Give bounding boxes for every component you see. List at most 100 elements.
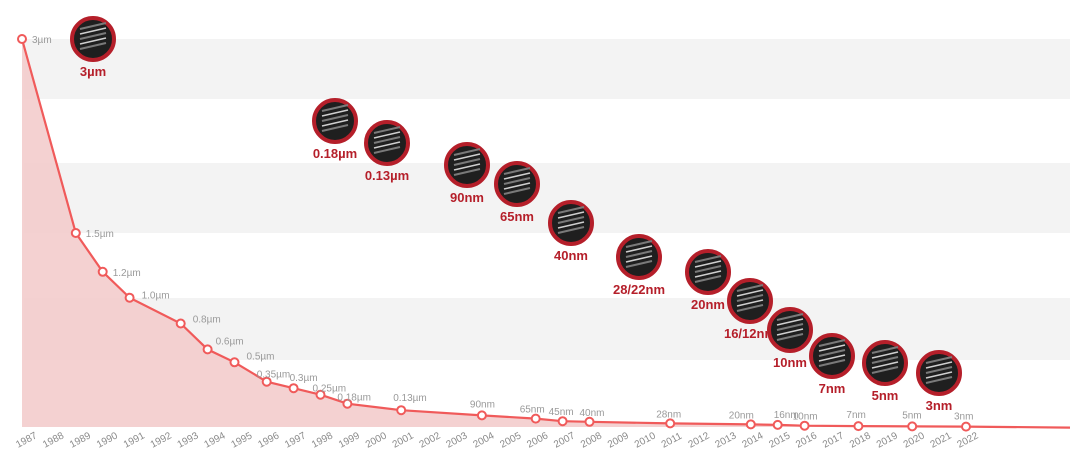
data-point-marker <box>175 318 186 329</box>
data-point-label: 90nm <box>470 399 495 410</box>
process-node-image: 16/12nm <box>724 278 776 341</box>
node-label: 10nm <box>773 355 807 370</box>
year-tick-label: 1997 <box>283 430 308 450</box>
year-tick-label: 1989 <box>68 430 93 450</box>
data-point-marker <box>70 228 81 238</box>
node-image-texture <box>776 333 804 341</box>
grid-band <box>24 39 1070 99</box>
data-point-marker <box>584 416 595 427</box>
year-tick-label: 2009 <box>606 430 631 450</box>
node-label: 40nm <box>554 248 588 263</box>
process-node-image: 0.18µm <box>312 98 358 161</box>
data-point-label: 0.6µm <box>216 336 244 347</box>
node-image-frame <box>767 307 813 353</box>
node-image-texture <box>736 289 764 297</box>
node-image-frame <box>916 350 962 396</box>
data-point-marker <box>124 292 135 303</box>
year-tick-label: 1988 <box>41 430 66 450</box>
data-point-marker <box>342 398 353 409</box>
data-point-marker <box>315 389 326 400</box>
data-point-label: 0.13µm <box>393 393 427 404</box>
data-point-marker <box>261 376 272 387</box>
data-point-marker <box>907 421 918 432</box>
series-line <box>20 38 1071 429</box>
year-tick-label: 1996 <box>256 430 281 450</box>
node-image-texture <box>373 126 401 134</box>
data-point-label: 65nm <box>520 405 545 416</box>
node-image-texture <box>694 255 722 263</box>
node-image-frame <box>548 200 594 246</box>
node-image-texture <box>79 37 107 45</box>
data-point-marker <box>853 421 864 432</box>
data-point-label: 1.5µm <box>86 229 114 240</box>
node-image-frame <box>494 161 540 207</box>
process-node-image: 5nm <box>862 340 908 403</box>
year-tick-label: 2008 <box>579 430 604 450</box>
node-image-texture <box>871 361 899 369</box>
node-label: 5nm <box>872 388 899 403</box>
data-point-marker <box>288 383 299 394</box>
year-tick-label: 1999 <box>337 430 362 450</box>
node-image-texture <box>557 216 585 224</box>
year-tick-label: 2018 <box>848 430 873 450</box>
process-node-image: 28/22nm <box>613 234 665 297</box>
node-image-texture <box>694 270 722 278</box>
data-point-label: 0.25µm <box>313 384 347 395</box>
node-image-texture <box>373 146 401 154</box>
node-label: 0.18µm <box>313 146 357 161</box>
process-node-image: 7nm <box>809 333 855 396</box>
data-point-marker <box>745 419 756 430</box>
data-point-marker <box>396 405 407 416</box>
grid-bands <box>24 39 1070 360</box>
year-tick-label: 2003 <box>445 430 470 450</box>
data-point-marker <box>97 266 108 277</box>
node-image-texture <box>557 206 585 214</box>
node-image-frame <box>70 16 116 62</box>
node-image-texture <box>818 349 846 357</box>
node-image-frame <box>616 234 662 280</box>
node-image-texture <box>321 114 349 122</box>
year-tick-label: 2012 <box>687 430 712 450</box>
node-image-texture <box>453 168 481 176</box>
node-image-texture <box>79 42 107 50</box>
node-label: 90nm <box>450 190 484 205</box>
node-image-texture <box>736 294 764 302</box>
data-point-label: 0.35µm <box>257 370 291 381</box>
data-point-label: 40nm <box>580 408 605 419</box>
process-node-image: 90nm <box>444 142 490 205</box>
data-point-marker <box>202 344 213 355</box>
year-tick-label: 2017 <box>821 430 846 450</box>
data-point-label: 16nm <box>774 410 799 421</box>
node-image-texture <box>776 318 804 326</box>
node-image-texture <box>925 376 953 384</box>
year-tick-label: 2004 <box>471 430 496 450</box>
node-image-texture <box>321 104 349 112</box>
year-tick-label: 2001 <box>391 430 416 450</box>
node-label: 0.13µm <box>365 168 409 183</box>
data-point-marker <box>557 416 568 427</box>
year-tick-label: 2020 <box>902 430 927 450</box>
node-image-frame <box>862 340 908 386</box>
node-image-texture <box>736 284 764 292</box>
process-node-image: 10nm <box>767 307 813 370</box>
node-image-texture <box>694 265 722 273</box>
node-label: 65nm <box>500 209 534 224</box>
area-fill <box>22 39 1070 428</box>
year-tick-label: 2022 <box>956 430 981 450</box>
node-image-texture <box>79 27 107 35</box>
year-tick-label: 2010 <box>633 430 658 450</box>
year-tick-label: 2011 <box>660 431 685 451</box>
node-image-texture <box>79 32 107 40</box>
node-image-texture <box>776 323 804 331</box>
data-point-label: 3nm <box>954 412 973 423</box>
node-image-texture <box>321 119 349 127</box>
year-tick-label: 1987 <box>14 430 39 450</box>
year-tick-label: 2014 <box>740 430 765 450</box>
year-tick-label: 2019 <box>875 430 900 450</box>
data-point-label: 0.8µm <box>193 315 221 326</box>
node-image-texture <box>79 22 107 30</box>
node-image-texture <box>373 131 401 139</box>
node-image-texture <box>453 148 481 156</box>
data-point-marker <box>961 421 971 432</box>
